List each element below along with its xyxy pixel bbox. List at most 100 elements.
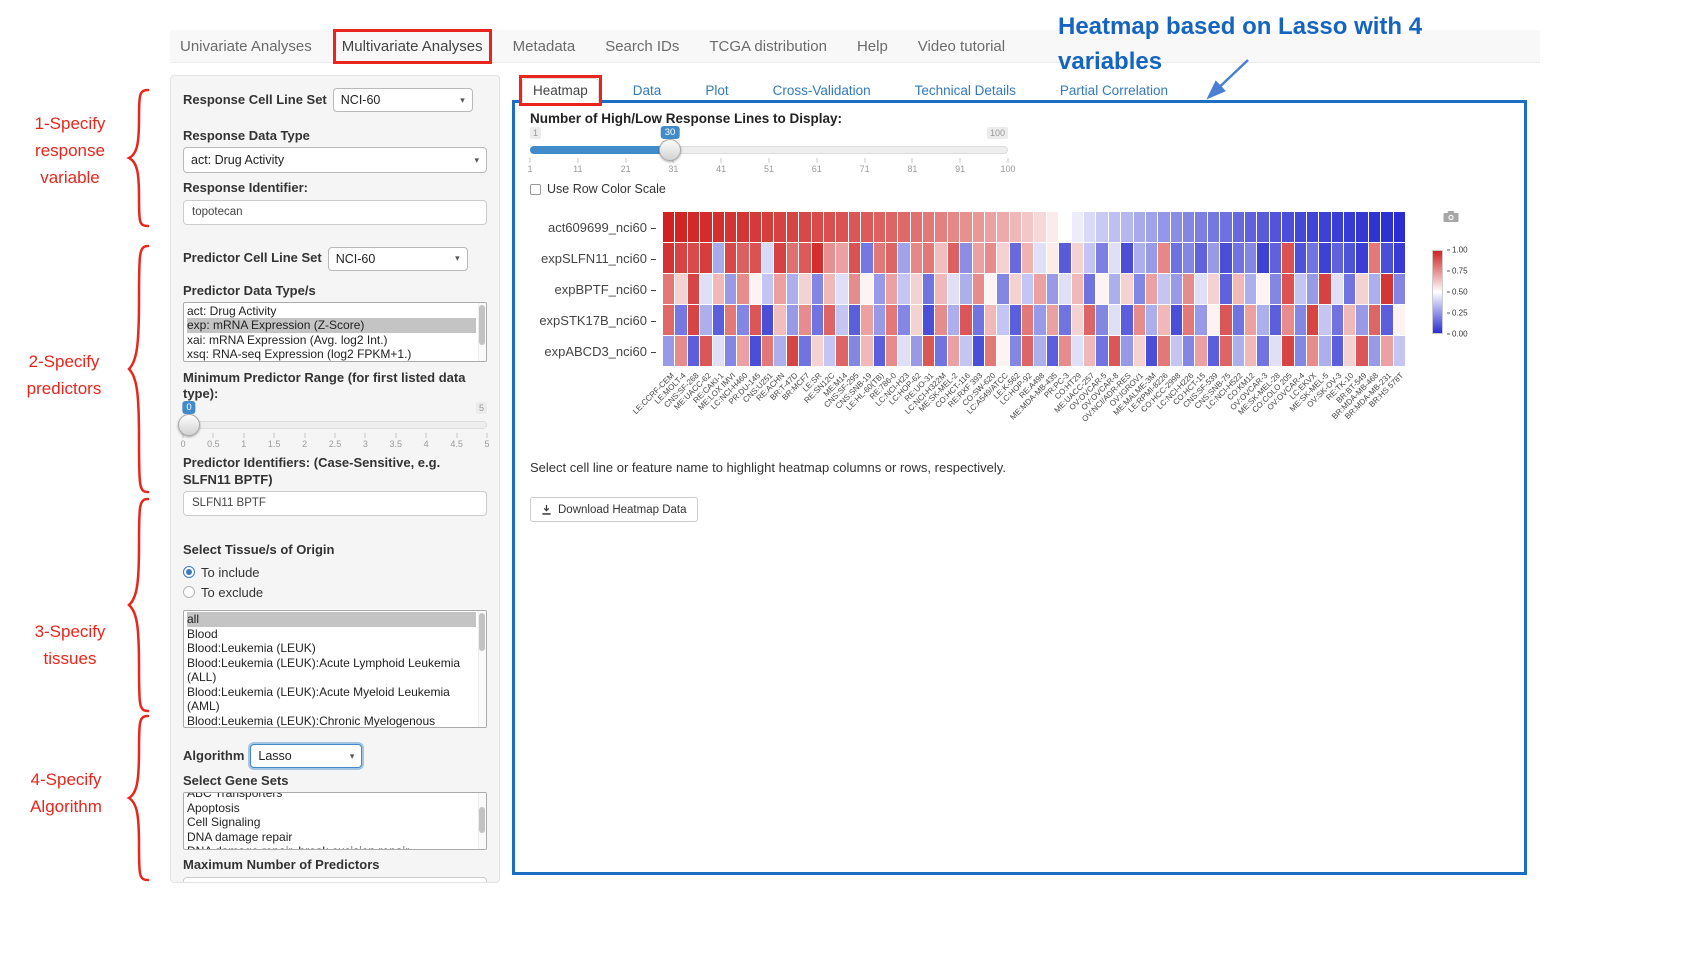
list-option[interactable]: Apoptosis (187, 800, 240, 815)
heatmap-cell (1022, 243, 1034, 273)
nav-item-univariate-analyses[interactable]: Univariate Analyses (180, 37, 312, 55)
max-predictors-input[interactable] (183, 876, 487, 882)
list-option[interactable]: Blood:Leukemia (LEUK):Acute Myeloid Leuk… (187, 684, 450, 714)
heatmap-cell (885, 336, 898, 366)
tick-mark (720, 158, 722, 163)
heatmap-hint: Select cell line or feature name to high… (530, 460, 1006, 475)
heatmap-cell (1294, 305, 1306, 335)
heatmap-row-label[interactable]: act609699_nci60 (530, 212, 660, 243)
scrollbar[interactable] (478, 793, 486, 850)
slider-handle[interactable] (178, 414, 201, 437)
response-data-type-select[interactable]: act: Drug Activity ▾ (183, 147, 487, 174)
list-option[interactable]: all (187, 612, 476, 627)
heatmap-cell (786, 336, 799, 366)
heatmap-cell (885, 212, 898, 242)
list-option[interactable]: xsq: RNA-seq Expression (log2 FPKM+1.) (187, 347, 412, 362)
tab-plot[interactable]: Plot (705, 83, 729, 98)
heatmap-cell (836, 274, 848, 304)
predictor-data-type-list[interactable]: act: Drug Activity exp: mRNA Expression (… (183, 301, 487, 362)
list-option[interactable]: exp: mRNA Expression (Z-Score) (187, 318, 476, 333)
gene-sets-list[interactable]: ABC Transporters Apoptosis Cell Signaling D… (183, 792, 487, 851)
heatmap-cell (749, 274, 762, 304)
heatmap-cell (1046, 336, 1059, 366)
tick-label: 51 (763, 164, 775, 174)
algorithm-select[interactable]: Lasso ▾ (250, 744, 363, 768)
heatmap-row-label[interactable]: expABCD3_nci60 (530, 336, 660, 367)
predictor-identifiers-input[interactable] (183, 490, 487, 516)
nav-item-search-ids[interactable]: Search IDs (605, 37, 680, 55)
list-option[interactable]: Blood:Leukemia (LEUK):Acute Lymphoid Leu… (187, 655, 461, 685)
heatmap-cell (1269, 336, 1282, 366)
tick-mark (1007, 158, 1009, 163)
heatmap-cell (1269, 243, 1282, 273)
heatmap-row-label[interactable]: expSTK17B_nci60 (530, 305, 660, 336)
tick-label: 2.5 (328, 439, 342, 450)
heatmap-cell (1282, 336, 1294, 366)
heatmap-row-label[interactable]: expBPTF_nci60 (530, 274, 660, 305)
list-option[interactable]: Cell Signaling (187, 815, 261, 830)
heatmap-cell (1294, 212, 1306, 242)
scrollbar-thumb[interactable] (479, 807, 485, 834)
list-option[interactable]: DNA damage repair, break excision repair (187, 844, 476, 849)
heatmap-cell (935, 274, 947, 304)
nav-item-metadata[interactable]: Metadata (512, 37, 576, 55)
radio-icon (183, 586, 195, 598)
heatmap-row-label[interactable]: expSLFN11_nci60 (530, 243, 660, 274)
tab-data[interactable]: Data (632, 83, 662, 98)
tick-label: 71 (859, 164, 870, 174)
list-option[interactable]: ABC Transporters (187, 792, 283, 801)
radio-to-exclude[interactable]: To exclude (183, 582, 487, 602)
list-option[interactable]: DNA damage repair (187, 829, 293, 844)
list-option[interactable]: Blood (187, 626, 218, 641)
tick-mark (959, 158, 961, 163)
range-slider[interactable]: 05000.511.522.533.544.55 (178, 401, 490, 451)
heatmap-cell (1096, 274, 1108, 304)
list-option[interactable]: Blood:Leukemia (LEUK):Chronic Myelogenou… (187, 713, 436, 728)
heatmap-cell (1232, 336, 1245, 366)
heatmap-cell (687, 274, 700, 304)
checkbox-icon (530, 183, 541, 195)
response-cell-line-set-select[interactable]: NCI-60 ▾ (332, 88, 473, 112)
heatmap-cell (873, 274, 885, 304)
heatmap-cell (1381, 336, 1393, 366)
legend-tick-label: 0.75 (1447, 267, 1468, 276)
camera-icon[interactable] (1443, 210, 1459, 228)
heatmap-cell (811, 305, 823, 335)
nav-item-help[interactable]: Help (856, 37, 888, 55)
response-identifier-input[interactable] (183, 199, 487, 225)
list-option[interactable]: act: Drug Activity (187, 303, 277, 318)
list-option[interactable]: xai: mRNA Expression (Avg. log2 Int.) (187, 332, 388, 347)
heatmap-cell (786, 274, 799, 304)
heatmap-cell (1158, 243, 1170, 273)
heatmap-cell (1381, 274, 1393, 304)
heatmap-cell (997, 212, 1009, 242)
chevron-down-icon: ▾ (460, 94, 465, 105)
nav-item-multivariate-analyses[interactable]: Multivariate Analyses (341, 37, 483, 55)
scrollbar[interactable] (478, 302, 486, 361)
nav-item-tcga-distribution[interactable]: TCGA distribution (709, 37, 827, 55)
tick-mark (364, 433, 366, 439)
scrollbar-thumb[interactable] (479, 304, 485, 345)
tab-partial-correlation[interactable]: Partial Correlation (1059, 83, 1168, 98)
heatmap-cell (1319, 243, 1331, 273)
heatmap-cell (1158, 274, 1170, 304)
tab-technical-details[interactable]: Technical Details (914, 83, 1016, 98)
slider-handle[interactable] (659, 139, 682, 161)
tab-heatmap[interactable]: Heatmap (522, 78, 599, 103)
slider-track[interactable] (183, 421, 487, 430)
scrollbar-thumb[interactable] (479, 613, 485, 651)
row-color-scale-checkbox[interactable]: Use Row Color Scale (530, 182, 666, 196)
list-option[interactable]: Blood:Leukemia (LEUK) (187, 641, 316, 655)
heatmap-cell (1096, 243, 1108, 273)
heatmap[interactable]: act609699_nci60 expSLFN11_nci60 expBPTF_nc… (530, 212, 1509, 430)
download-heatmap-data-button[interactable]: Download Heatmap Data (530, 497, 698, 522)
predictor-cell-line-set-select[interactable]: NCI-60 ▾ (327, 246, 468, 271)
radio-to-include[interactable]: To include (183, 562, 487, 582)
tissue-list[interactable]: all Blood Blood:Leukemia (LEUK) Blood:Leuke… (183, 610, 487, 728)
lines-slider[interactable]: 1 100 30 1 11 21 31 41 51 61 71 81 91 100 (527, 126, 1016, 176)
scrollbar[interactable] (478, 611, 486, 727)
nav-item-video-tutorial[interactable]: Video tutorial (917, 37, 1006, 55)
response-cell-line-set-row: Response Cell Line Set NCI-60 ▾ (183, 88, 487, 112)
heatmap-cell (823, 336, 836, 366)
tab-cross-validation[interactable]: Cross-Validation (772, 83, 871, 98)
